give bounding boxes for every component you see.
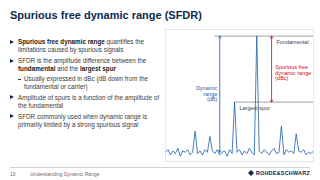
html-text:SFDR is the amplitude differen: SFDR is the amplitude difference between… bbox=[18, 57, 147, 65]
svg-text:Fundamental: Fundamental bbox=[277, 39, 309, 45]
html-text:Spurious free dynamic range qu: Spurious free dynamic range quantifies t… bbox=[18, 38, 144, 54]
svg-text:Dynamicrange(dB): Dynamicrange(dB) bbox=[196, 85, 218, 102]
html-text:Spurious free dynamic range (S: Spurious free dynamic range (SFDR) bbox=[10, 9, 202, 21]
svg-text:Spurious freedynamic range(dBc: Spurious freedynamic range(dBc) bbox=[275, 64, 311, 81]
html-text:Understanding Dynamic Range: Understanding Dynamic Range bbox=[30, 171, 100, 177]
html-text:SFDR commonly used when dynami: SFDR commonly used when dynamic range is… bbox=[18, 112, 148, 129]
html-text:ROHDE&SCHWARZ: ROHDE&SCHWARZ bbox=[255, 170, 310, 176]
html-text:fundamental and the largest sp: fundamental and the largest spur bbox=[18, 65, 116, 73]
html-text:10: 10 bbox=[10, 171, 16, 177]
html-text:Usually expressed in dBc (dB d: Usually expressed in dBc (dB down from t… bbox=[24, 74, 148, 90]
svg-text:Largest spur: Largest spur bbox=[240, 105, 271, 111]
html-text:Amplitude of spurs is a functi: Amplitude of spurs is a function of the … bbox=[18, 93, 160, 110]
